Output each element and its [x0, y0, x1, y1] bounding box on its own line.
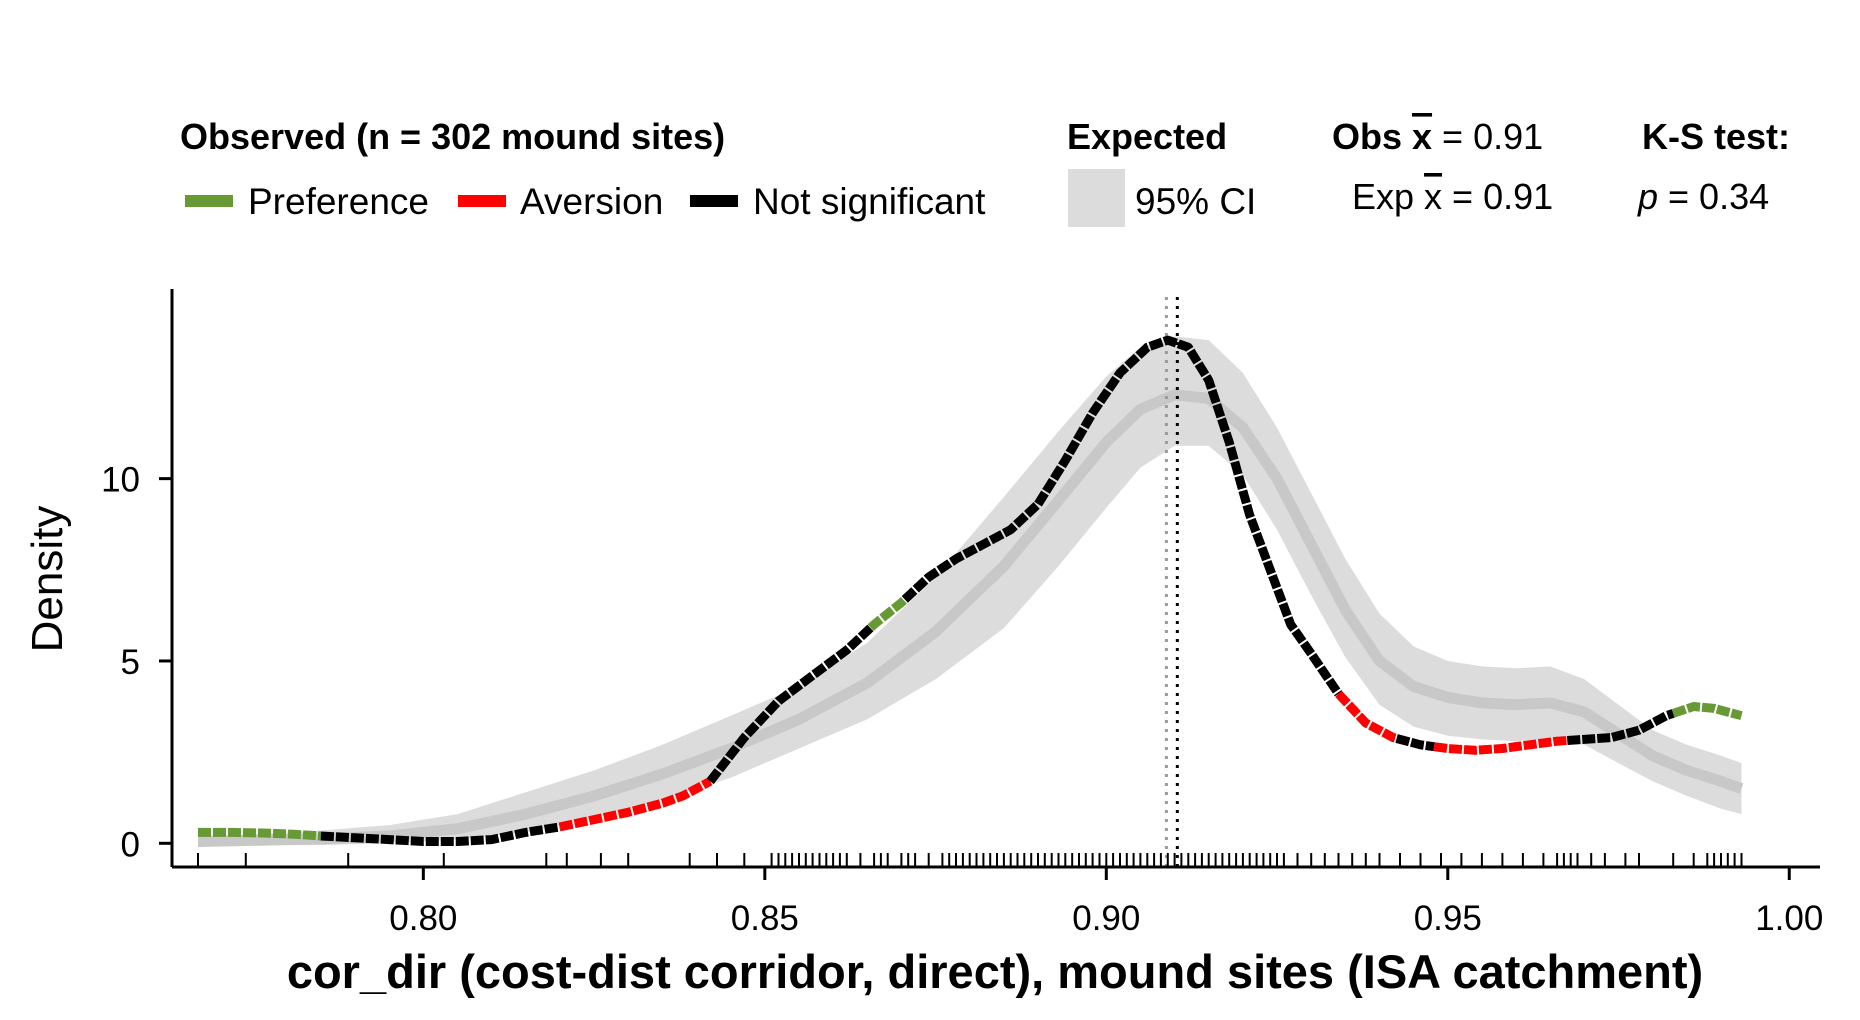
observed-segment-not-significant [706, 624, 874, 785]
observed-segment-not-significant [320, 822, 561, 846]
legend-label-aversion: Aversion [520, 181, 663, 222]
legend-ci-label: 95% CI [1135, 181, 1256, 222]
tick-layer: 0.80 0.85 0.90 0.95 1.00 0 5 10 [101, 461, 1823, 938]
x-tick-label: 1.00 [1755, 899, 1823, 938]
x-tick-label: 0.80 [389, 899, 457, 938]
stat-obs-value: = 0.91 [1432, 116, 1543, 157]
x-tick-label: 0.95 [1414, 899, 1482, 938]
observed-segment-not-significant [901, 335, 1343, 697]
observed-segment-aversion [1433, 736, 1568, 755]
axes [170, 289, 1820, 869]
stat-ks-title: K-S test: [1642, 116, 1790, 157]
y-tick-label: 0 [121, 825, 140, 864]
observed-segment-aversion [1335, 690, 1398, 743]
observed-segment-not-significant [1395, 734, 1435, 752]
stat-ks-p: p = 0.34 [1637, 176, 1769, 217]
observed-density-layer [198, 335, 1743, 846]
legend-expected-title: Expected [1067, 116, 1227, 157]
stat-obs-symbol: x [1412, 116, 1432, 157]
observed-segment-preference [198, 827, 322, 841]
stat-exp-symbol: x [1424, 176, 1442, 217]
expected-ci-band [198, 336, 1742, 846]
stat-observed-mean: Obs x = 0.91 [1332, 116, 1543, 157]
y-tick-label: 10 [101, 461, 140, 500]
y-axis-label: Density [23, 506, 72, 653]
stat-exp-value: = 0.91 [1442, 176, 1553, 217]
legend-observed-title: Observed (n = 302 mound sites) [180, 116, 725, 157]
stat-p-symbol: p [1637, 176, 1658, 217]
y-tick-label: 5 [121, 643, 140, 682]
expected-ci-band-layer [197, 336, 1744, 847]
stat-p-value: = 0.34 [1658, 176, 1769, 217]
rug-layer [197, 853, 1743, 867]
x-tick-label: 0.85 [731, 899, 799, 938]
stat-expected-mean: Exp x = 0.91 [1352, 176, 1553, 217]
x-axis-label: cor_dir (cost-dist corridor, direct), mo… [287, 945, 1703, 998]
legend: Observed (n = 302 mound sites) Preferenc… [180, 116, 1790, 227]
stat-obs-prefix: Obs [1332, 116, 1412, 157]
observed-segment-preference [867, 596, 908, 631]
expected-mean-curve [197, 389, 1744, 847]
legend-ci-swatch [1068, 169, 1125, 227]
legend-label-preference: Preference [248, 181, 429, 222]
stat-exp-prefix: Exp [1352, 176, 1424, 217]
legend-label-not-significant: Not significant [753, 181, 986, 222]
x-tick-label: 0.90 [1072, 899, 1140, 938]
observed-segment-aversion [558, 777, 713, 832]
observed-segment-preference [1671, 702, 1743, 721]
